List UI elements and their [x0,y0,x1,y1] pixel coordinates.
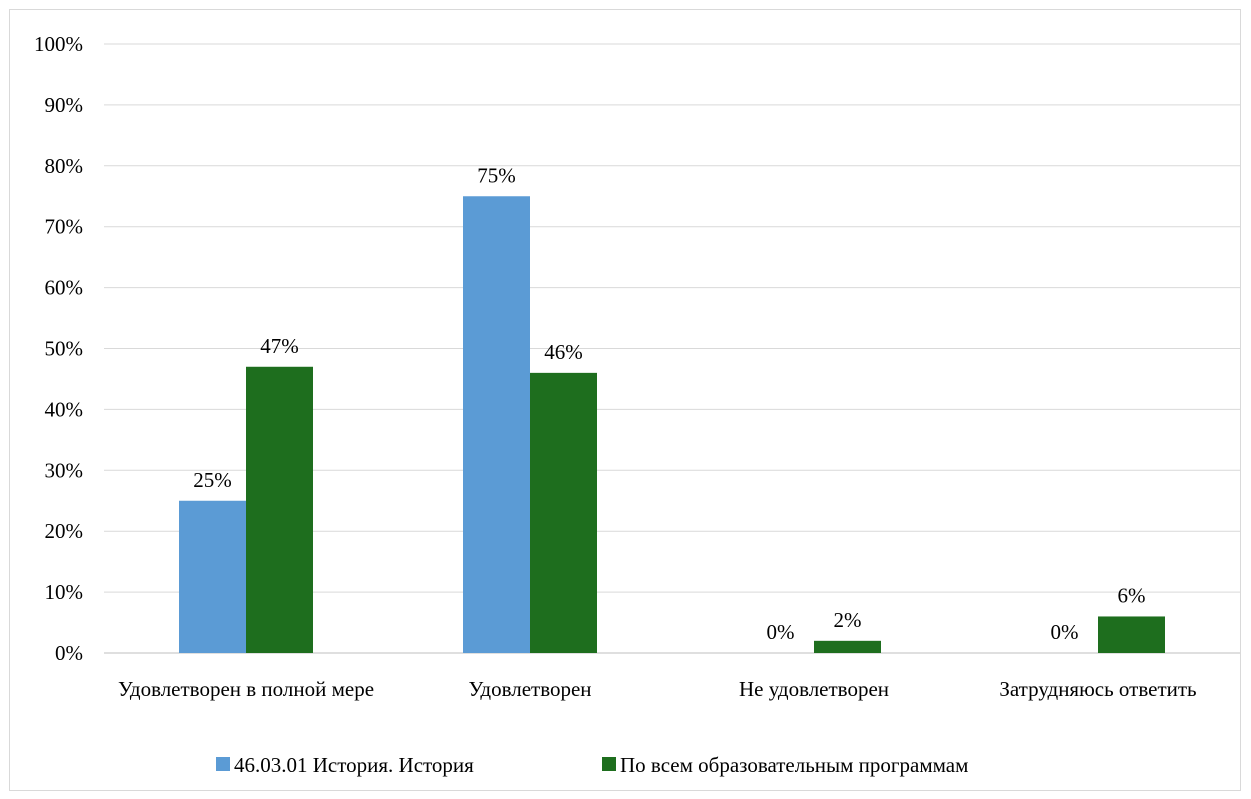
bar-series1 [463,196,530,653]
y-tick-label: 30% [45,458,84,482]
y-tick-label: 10% [45,580,84,604]
legend: 46.03.01 История. История По всем образов… [216,753,968,777]
y-tick-label: 0% [55,641,83,665]
y-tick-label: 70% [45,215,84,239]
data-label: 2% [834,608,862,632]
data-label: 0% [767,620,795,644]
y-tick-label: 80% [45,154,84,178]
legend-label: 46.03.01 История. История [234,753,474,777]
y-tick-label: 50% [45,337,84,361]
legend-label: По всем образовательным программам [620,753,968,777]
y-tick-label: 100% [34,32,83,56]
bar-series2 [1098,616,1165,653]
data-label: 75% [477,163,516,187]
data-label: 25% [193,468,232,492]
bar-series2 [246,366,313,653]
data-label: 6% [1118,583,1146,607]
bar-series1 [179,500,246,653]
data-label: 46% [544,340,583,364]
y-tick-label: 20% [45,519,84,543]
chart-container: 0% 10% 20% 30% 40% 50% 60% 70% 80% 90% 100% 25% 47%… [9,9,1241,791]
legend-swatch [216,757,230,771]
y-axis-tick-labels: 0% 10% 20% 30% 40% 50% 60% 70% 80% 90% 100% [34,32,83,665]
legend-swatch [602,757,616,771]
bars [179,196,1165,653]
data-label: 47% [260,334,299,358]
bar-series2 [530,372,597,653]
y-tick-label: 40% [45,397,84,421]
category-label: Удовлетворен [468,677,591,701]
y-tick-label: 90% [45,93,84,117]
bar-series2 [814,640,881,653]
data-labels: 25% 47% 75% 46% 0% 2% 0% 6% [193,163,1145,644]
x-axis-category-labels: Удовлетворен в полной мере Удовлетворен Не… [118,677,1197,701]
category-label: Не удовлетворен [739,677,889,701]
y-tick-label: 60% [45,276,84,300]
category-label: Затрудняюсь ответить [999,677,1196,701]
bar-chart: 0% 10% 20% 30% 40% 50% 60% 70% 80% 90% 100% 25% 47%… [34,32,1240,777]
data-label: 0% [1051,620,1079,644]
category-label: Удовлетворен в полной мере [118,677,374,701]
